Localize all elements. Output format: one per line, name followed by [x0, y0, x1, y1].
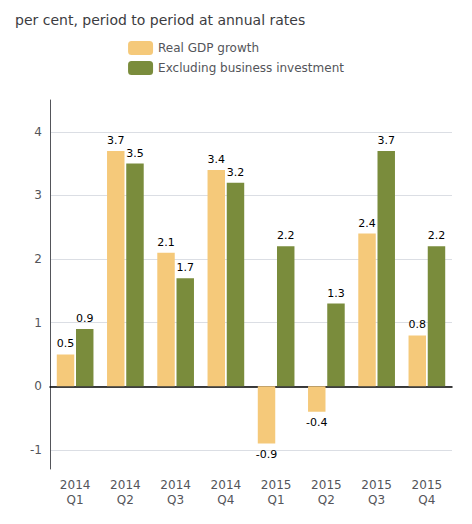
- svg-text:2014: 2014: [110, 478, 141, 492]
- svg-text:-0.4: -0.4: [306, 416, 327, 429]
- svg-text:Q3: Q3: [167, 493, 184, 507]
- svg-text:3: 3: [34, 188, 42, 202]
- svg-text:2015: 2015: [311, 478, 342, 492]
- svg-text:-0.9: -0.9: [256, 448, 277, 461]
- svg-text:1: 1: [34, 316, 42, 330]
- svg-text:0.5: 0.5: [57, 337, 75, 350]
- svg-text:0: 0: [34, 379, 42, 393]
- svg-text:2.2: 2.2: [277, 229, 295, 242]
- svg-text:2.2: 2.2: [428, 229, 446, 242]
- svg-text:1.7: 1.7: [176, 261, 194, 274]
- svg-text:Q3: Q3: [368, 493, 385, 507]
- svg-text:2014: 2014: [211, 478, 242, 492]
- svg-text:3.5: 3.5: [126, 147, 144, 160]
- svg-text:3.4: 3.4: [208, 153, 226, 166]
- svg-text:per cent, period to period at: per cent, period to period at annual rat…: [15, 12, 305, 28]
- svg-text:0.9: 0.9: [76, 312, 94, 325]
- svg-text:2015: 2015: [361, 478, 392, 492]
- svg-text:2.1: 2.1: [157, 236, 175, 249]
- svg-text:Q2: Q2: [117, 493, 134, 507]
- svg-text:1.3: 1.3: [327, 287, 345, 300]
- svg-text:-1: -1: [30, 443, 42, 457]
- svg-text:0.8: 0.8: [409, 318, 427, 331]
- svg-text:Q1: Q1: [268, 493, 285, 507]
- svg-text:2015: 2015: [412, 478, 443, 492]
- svg-text:2015: 2015: [261, 478, 292, 492]
- svg-text:Real GDP growth: Real GDP growth: [158, 41, 259, 55]
- svg-text:4: 4: [34, 125, 42, 139]
- svg-text:2014: 2014: [160, 478, 191, 492]
- svg-text:Q1: Q1: [67, 493, 84, 507]
- svg-text:Q4: Q4: [217, 493, 234, 507]
- svg-text:3.7: 3.7: [377, 134, 395, 147]
- svg-text:3.7: 3.7: [107, 134, 125, 147]
- svg-text:2014: 2014: [60, 478, 91, 492]
- svg-text:Q4: Q4: [418, 493, 435, 507]
- svg-text:2: 2: [34, 252, 42, 266]
- svg-text:3.2: 3.2: [227, 166, 245, 179]
- svg-text:2.4: 2.4: [358, 217, 376, 230]
- svg-text:Excluding business investment: Excluding business investment: [158, 61, 344, 75]
- svg-text:Q2: Q2: [318, 493, 335, 507]
